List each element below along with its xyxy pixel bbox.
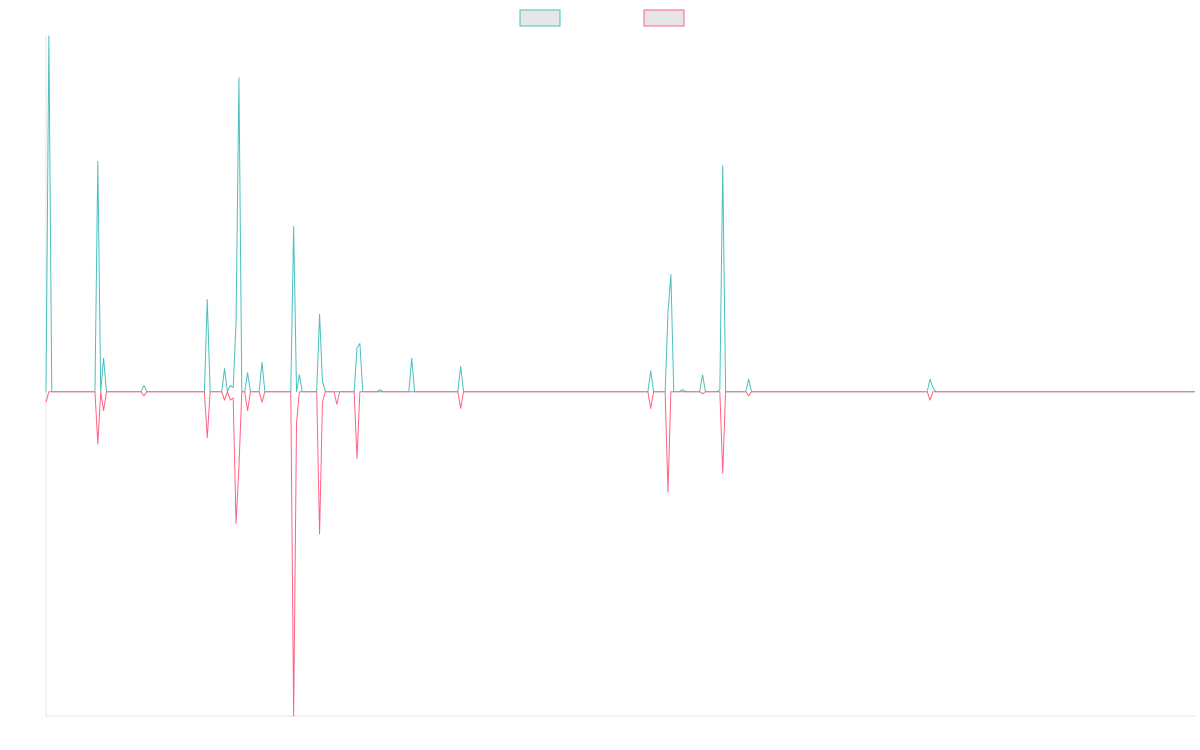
- series-line-2: [45, 391, 1195, 717]
- legend-swatch-2[interactable]: [643, 9, 685, 27]
- series-line-1: [45, 35, 1195, 393]
- legend: [519, 9, 685, 27]
- plot-area: [45, 35, 1195, 717]
- legend-swatch-1[interactable]: [519, 9, 561, 27]
